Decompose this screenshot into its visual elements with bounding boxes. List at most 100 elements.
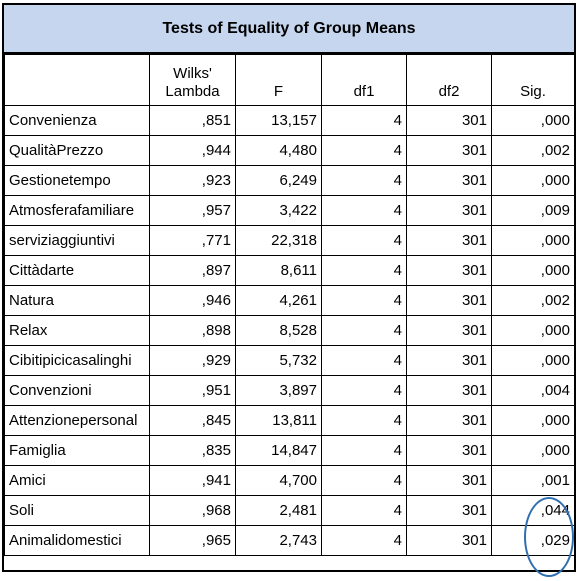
- wilks-lambda-cell: ,957: [149, 195, 236, 226]
- wilks-lambda-cell: ,951: [149, 375, 236, 406]
- sig-cell: ,000: [491, 225, 575, 256]
- f-cell: 4,480: [235, 135, 322, 166]
- f-cell: 8,611: [235, 255, 322, 286]
- sig-cell: ,000: [491, 165, 575, 196]
- df2-cell: 301: [406, 135, 492, 166]
- wilks-lambda-cell: ,771: [149, 225, 236, 256]
- df2-cell: 301: [406, 465, 492, 496]
- f-cell: 13,157: [235, 105, 322, 136]
- row-label: Cibitipicicasalinghi: [4, 345, 150, 376]
- row-label: Relax: [4, 315, 150, 346]
- header-df2: df2: [406, 54, 492, 106]
- table-row: Gestionetempo ,923 6,249 4 301,000: [4, 165, 575, 196]
- df1-cell: 4: [321, 165, 407, 196]
- df2-cell: 301: [406, 375, 492, 406]
- f-cell: 3,897: [235, 375, 322, 406]
- table-row: Convenzioni ,951 3,897 4 301,004: [4, 375, 575, 406]
- sig-cell: ,002: [491, 135, 575, 166]
- df2-cell: 301: [406, 345, 492, 376]
- table-body: Convenienza ,851 13,157 4 301,000 QualitàPrez…: [4, 105, 575, 556]
- sig-cell: ,000: [491, 345, 575, 376]
- df1-cell: 4: [321, 285, 407, 316]
- row-label: Soli: [4, 495, 150, 526]
- wilks-lambda-cell: ,944: [149, 135, 236, 166]
- row-label: Atmosferafamiliare: [4, 195, 150, 226]
- df2-cell: 301: [406, 405, 492, 436]
- header-df1: df1: [321, 54, 407, 106]
- row-label: Animalidomestici: [4, 525, 150, 556]
- row-label: Gestionetempo: [4, 165, 150, 196]
- wilks-lambda-cell: ,898: [149, 315, 236, 346]
- table-row: Relax ,898 8,528 4 301,000: [4, 315, 575, 346]
- table-row: Amici ,941 4,700 4 301,001: [4, 465, 575, 496]
- df1-cell: 4: [321, 525, 407, 556]
- df2-cell: 301: [406, 105, 492, 136]
- header-blank: [4, 54, 150, 106]
- row-label: Convenienza: [4, 105, 150, 136]
- df1-cell: 4: [321, 225, 407, 256]
- table-row: Soli ,968 2,481 4 301,044: [4, 495, 575, 526]
- f-cell: 22,318: [235, 225, 322, 256]
- df2-cell: 301: [406, 195, 492, 226]
- sig-cell: ,000: [491, 105, 575, 136]
- f-cell: 2,481: [235, 495, 322, 526]
- header-sig: Sig.: [491, 54, 575, 106]
- row-label: Convenzioni: [4, 375, 150, 406]
- table-row: Convenienza ,851 13,157 4 301,000: [4, 105, 575, 136]
- row-label: Cittàdarte: [4, 255, 150, 286]
- df2-cell: 301: [406, 495, 492, 526]
- df2-cell: 301: [406, 255, 492, 286]
- row-label: serviziaggiuntivi: [4, 225, 150, 256]
- sig-cell: ,000: [491, 255, 575, 286]
- wilks-lambda-cell: ,929: [149, 345, 236, 376]
- sig-cell: ,000: [491, 315, 575, 346]
- df2-cell: 301: [406, 435, 492, 466]
- df1-cell: 4: [321, 135, 407, 166]
- df1-cell: 4: [321, 465, 407, 496]
- table-row: Cibitipicicasalinghi ,929 5,732 4 301,000: [4, 345, 575, 376]
- f-cell: 13,811: [235, 405, 322, 436]
- sig-cell: ,000: [491, 435, 575, 466]
- header-f: F: [235, 54, 322, 106]
- f-cell: 2,743: [235, 525, 322, 556]
- sig-cell: ,002: [491, 285, 575, 316]
- highlight-circle: [524, 497, 574, 577]
- header-wilks-lambda: Wilks' Lambda: [149, 54, 236, 106]
- wilks-lambda-cell: ,897: [149, 255, 236, 286]
- df1-cell: 4: [321, 195, 407, 226]
- sig-cell: ,000: [491, 405, 575, 436]
- wilks-lambda-cell: ,845: [149, 405, 236, 436]
- f-cell: 8,528: [235, 315, 322, 346]
- wilks-lambda-cell: ,941: [149, 465, 236, 496]
- df2-cell: 301: [406, 165, 492, 196]
- group-means-table: Wilks' Lambda F df1 df2 Sig. Convenienza…: [4, 54, 575, 556]
- table-row: Famiglia ,835 14,847 4 301,000: [4, 435, 575, 466]
- df1-cell: 4: [321, 375, 407, 406]
- row-label: QualitàPrezzo: [4, 135, 150, 166]
- header-row: Wilks' Lambda F df1 df2 Sig.: [4, 54, 575, 106]
- sig-cell: ,009: [491, 195, 575, 226]
- table-row: Atmosferafamiliare ,957 3,422 4 301,009: [4, 195, 575, 226]
- df2-cell: 301: [406, 225, 492, 256]
- f-cell: 3,422: [235, 195, 322, 226]
- wilks-lambda-cell: ,923: [149, 165, 236, 196]
- table-row: Attenzionepersonal ,845 13,811 4 301,000: [4, 405, 575, 436]
- df1-cell: 4: [321, 255, 407, 286]
- results-table-frame: Tests of Equality of Group Means Wilks' …: [2, 3, 576, 572]
- row-label: Famiglia: [4, 435, 150, 466]
- f-cell: 14,847: [235, 435, 322, 466]
- table-row: Cittàdarte ,897 8,611 4 301,000: [4, 255, 575, 286]
- sig-cell: ,001: [491, 465, 575, 496]
- row-label: Attenzionepersonal: [4, 405, 150, 436]
- df1-cell: 4: [321, 435, 407, 466]
- wilks-lambda-cell: ,965: [149, 525, 236, 556]
- table-row: serviziaggiuntivi ,771 22,318 4 301,000: [4, 225, 575, 256]
- f-cell: 4,261: [235, 285, 322, 316]
- wilks-lambda-cell: ,968: [149, 495, 236, 526]
- df2-cell: 301: [406, 315, 492, 346]
- sig-cell: ,004: [491, 375, 575, 406]
- df1-cell: 4: [321, 345, 407, 376]
- f-cell: 5,732: [235, 345, 322, 376]
- f-cell: 6,249: [235, 165, 322, 196]
- table-row: Natura ,946 4,261 4 301,002: [4, 285, 575, 316]
